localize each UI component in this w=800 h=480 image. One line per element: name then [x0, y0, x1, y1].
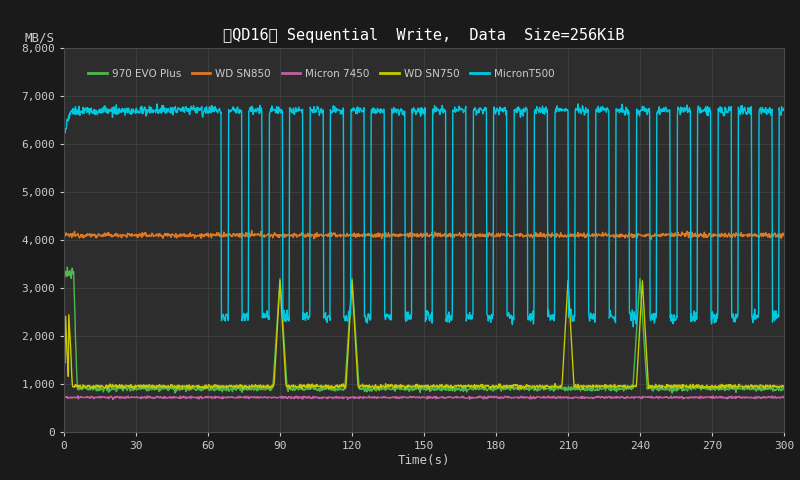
X-axis label: Time(s): Time(s) [398, 454, 450, 467]
Legend: 970 EVO Plus, WD SN850, Micron 7450, WD SN750, MicronT500: 970 EVO Plus, WD SN850, Micron 7450, WD … [84, 65, 559, 83]
Text: MB/S: MB/S [24, 31, 54, 44]
Title: 【QD16】 Sequential  Write,  Data  Size=256KiB: 【QD16】 Sequential Write, Data Size=256Ki… [223, 28, 625, 43]
